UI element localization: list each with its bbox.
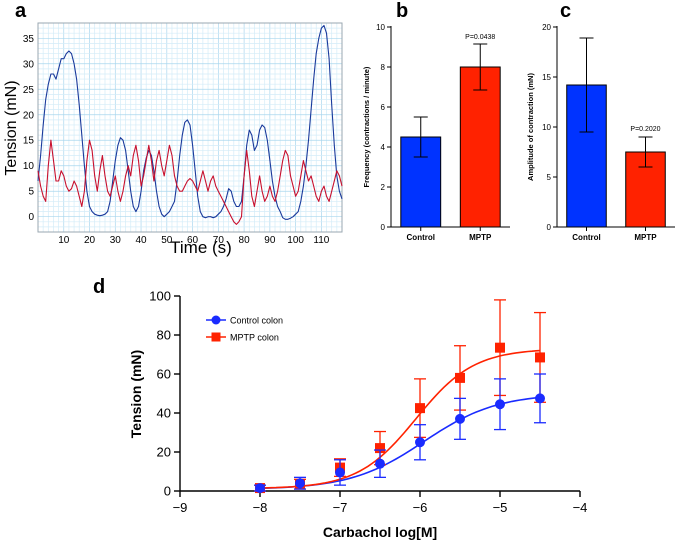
y-tick-label-a: 15 <box>23 136 35 147</box>
x-tick-label-b: MPTP <box>469 233 492 242</box>
y-tick-label-d: 100 <box>149 289 171 304</box>
data-point-mptp <box>495 342 505 353</box>
x-tick-label-a: 40 <box>135 235 147 246</box>
y-axis-title-b: Frequency (contractions / minute) <box>362 66 371 187</box>
data-point-control <box>535 393 545 404</box>
data-point-control <box>455 413 465 424</box>
y-tick-label-b: 8 <box>381 63 386 72</box>
plot-frame-a <box>37 22 343 233</box>
x-tick-label-a: 30 <box>110 235 122 246</box>
x-axis-title-d: Carbachol log[M] <box>323 524 437 540</box>
y-tick-label-d: 60 <box>157 367 171 382</box>
x-tick-label-a: 70 <box>213 235 225 246</box>
grid-a <box>38 22 342 232</box>
y-tick-label-a: 35 <box>23 34 35 45</box>
x-tick-label-a: 60 <box>187 235 199 246</box>
trace-red <box>37 139 343 225</box>
p-value-c: P=0.2020 <box>630 126 660 133</box>
bar-mptp <box>459 66 501 228</box>
panel-label-c: c <box>560 0 571 22</box>
legend-marker-control <box>211 315 221 325</box>
y-tick-label-c: 10 <box>542 123 551 132</box>
fit-curve-mptp <box>259 349 541 489</box>
x-tick-label-a: 110 <box>313 235 329 246</box>
x-axis-title-a: Time (s) <box>170 238 232 257</box>
data-point-mptp <box>535 352 545 363</box>
data-point-control <box>375 458 385 469</box>
legend-label-mptp: MPTP colon <box>230 333 279 343</box>
y-tick-label-b: 2 <box>381 183 386 192</box>
x-tick-label-c: Control <box>572 233 600 242</box>
y-tick-label-a: 5 <box>28 187 34 198</box>
data-point-control <box>255 483 265 494</box>
y-tick-label-c: 5 <box>547 173 552 182</box>
p-value-b: P=0.0438 <box>465 34 495 41</box>
x-tick-label-d: −6 <box>413 500 428 515</box>
data-point-control <box>335 467 345 478</box>
x-tick-label-b: Control <box>407 233 435 242</box>
y-axis-title-a: Tension (mN) <box>3 80 20 175</box>
data-point-control <box>295 478 305 489</box>
x-tick-label-c: MPTP <box>634 233 657 242</box>
legend-marker-mptp <box>211 332 221 342</box>
y-tick-label-a: 20 <box>23 110 35 121</box>
y-axis-title-d: Tension (mN) <box>128 350 144 438</box>
data-point-mptp <box>455 372 465 383</box>
y-tick-label-d: 0 <box>164 484 171 499</box>
panel-label-d: d <box>93 276 105 298</box>
x-tick-label-d: −4 <box>573 500 588 515</box>
y-tick-label-c: 0 <box>547 223 552 232</box>
data-point-mptp <box>415 403 425 414</box>
x-tick-label-a: 10 <box>58 235 70 246</box>
y-tick-label-c: 20 <box>542 23 551 32</box>
y-tick-label-b: 0 <box>381 223 386 232</box>
legend-d: Control colon MPTP colon <box>206 315 283 343</box>
data-point-control <box>415 437 425 448</box>
y-tick-label-b: 10 <box>376 23 385 32</box>
y-axis-title-c: Amplitude of contraction (mN) <box>526 73 535 181</box>
y-tick-label-d: 80 <box>157 328 171 343</box>
y-tick-label-a: 0 <box>28 212 34 223</box>
y-tick-label-d: 20 <box>157 445 171 460</box>
x-tick-label-d: −5 <box>493 500 508 515</box>
x-tick-label-d: −8 <box>253 500 268 515</box>
x-tick-label-a: 80 <box>239 235 251 246</box>
x-tick-label-a: 20 <box>84 235 96 246</box>
panel-label-a: a <box>15 0 27 22</box>
data-point-mptp <box>375 443 385 454</box>
x-tick-label-d: −7 <box>333 500 348 515</box>
x-tick-label-a: 50 <box>161 235 173 246</box>
fit-curve-control <box>259 396 541 490</box>
y-tick-label-a: 25 <box>23 85 35 96</box>
trace-blue <box>37 24 343 220</box>
y-tick-label-a: 10 <box>23 161 35 172</box>
x-tick-label-a: 100 <box>287 235 304 246</box>
y-tick-label-b: 6 <box>381 103 386 112</box>
legend-label-control: Control colon <box>230 316 283 326</box>
x-tick-label-d: −9 <box>173 500 188 515</box>
panel-label-b: b <box>396 0 408 22</box>
data-point-control <box>495 399 505 410</box>
y-tick-label-b: 4 <box>381 143 386 152</box>
x-tick-label-a: 90 <box>264 235 276 246</box>
y-tick-label-d: 40 <box>157 406 171 421</box>
y-tick-label-a: 30 <box>23 59 35 70</box>
y-tick-label-c: 15 <box>542 73 551 82</box>
